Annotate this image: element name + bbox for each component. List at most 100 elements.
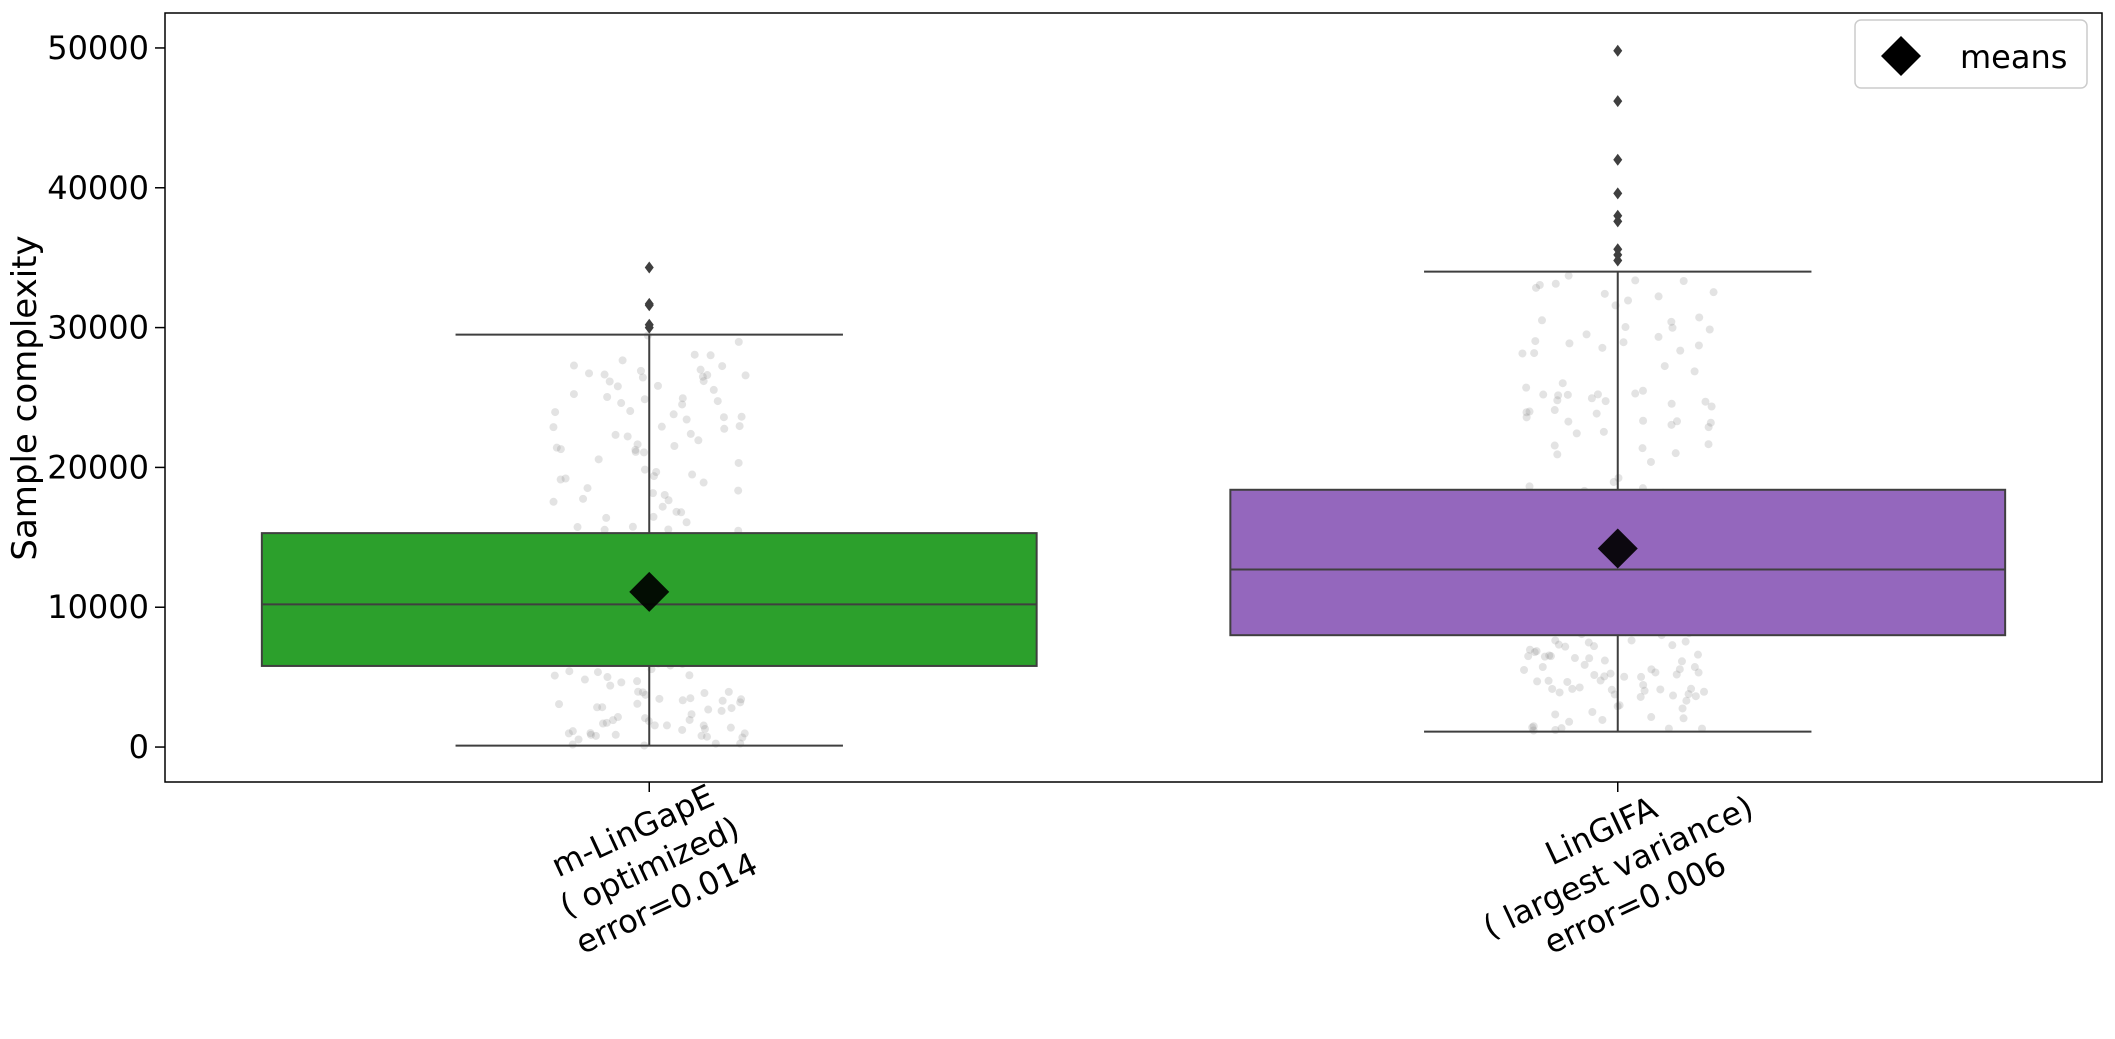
sample-point — [694, 436, 703, 445]
sample-point — [1553, 450, 1562, 459]
y-tick-label: 50000 — [47, 29, 149, 67]
sample-point — [1522, 383, 1531, 392]
sample-point — [1656, 685, 1665, 694]
sample-point — [1592, 409, 1601, 418]
sample-point — [696, 365, 705, 374]
sample-point — [1531, 337, 1540, 346]
sample-point — [602, 718, 611, 727]
sample-point — [617, 678, 626, 687]
sample-point — [1638, 444, 1647, 453]
legend: means — [1854, 19, 2088, 89]
sample-point — [1551, 710, 1560, 719]
sample-point — [1553, 396, 1562, 405]
sample-point — [737, 695, 746, 704]
sample-point — [1678, 704, 1687, 713]
sample-point — [1564, 271, 1573, 280]
sample-point — [573, 523, 582, 532]
sample-point — [585, 369, 594, 378]
sample-point — [660, 490, 669, 499]
sample-point — [726, 723, 735, 732]
sample-point — [1640, 686, 1649, 695]
sample-point — [717, 706, 726, 715]
sample-point — [605, 377, 614, 386]
sample-point — [1572, 429, 1581, 438]
sample-point — [633, 440, 642, 449]
sample-point — [1676, 346, 1685, 355]
y-axis-label: Sample complexity — [5, 235, 45, 560]
sample-point — [1694, 341, 1703, 350]
outlier-marker — [1613, 44, 1623, 57]
sample-point — [678, 394, 687, 403]
sample-point — [697, 731, 706, 740]
sample-point — [549, 423, 558, 432]
sample-point — [650, 721, 659, 730]
sample-point — [1669, 691, 1678, 700]
sample-point — [1607, 685, 1616, 694]
x-tick-label-group: m-LinGapE( optimized)error=0.014 — [546, 777, 764, 962]
sample-point — [1671, 449, 1680, 458]
sample-point — [583, 484, 592, 493]
sample-point — [603, 393, 612, 402]
sample-point — [1636, 692, 1645, 701]
sample-point — [1584, 638, 1593, 647]
sample-point — [1530, 648, 1539, 657]
sample-point — [1631, 276, 1640, 285]
axes-layer: 0 10000 20000 30000 40000 50000 m-LinGapE( opt… — [47, 12, 2103, 962]
sample-point — [1575, 683, 1584, 692]
sample-point — [1599, 427, 1608, 436]
sample-point — [1667, 399, 1676, 408]
sample-point — [1557, 724, 1566, 733]
sample-point — [740, 729, 749, 738]
sample-point — [1580, 660, 1589, 669]
sample-point — [677, 508, 686, 517]
sample-point — [1681, 637, 1690, 646]
sample-point — [1565, 717, 1574, 726]
sample-point — [626, 407, 635, 416]
sample-point — [1600, 656, 1609, 665]
sample-point — [699, 721, 708, 730]
sample-point — [1524, 652, 1533, 661]
sample-point — [556, 475, 565, 484]
sample-point — [704, 705, 713, 714]
sample-point — [700, 689, 709, 698]
sample-point — [1540, 652, 1549, 661]
sample-point — [561, 474, 570, 483]
sample-point — [678, 400, 687, 409]
outlier-marker — [1613, 95, 1623, 108]
sample-point — [1620, 672, 1629, 681]
sample-point — [1687, 684, 1696, 693]
sample-point — [1554, 391, 1563, 400]
sample-point — [636, 366, 645, 375]
sample-point — [1638, 386, 1647, 395]
outlier-marker — [644, 261, 654, 274]
sample-point — [568, 727, 577, 736]
sample-point — [1609, 478, 1618, 487]
outlier-marker — [644, 318, 654, 331]
sample-point — [658, 502, 667, 511]
sample-point — [565, 667, 574, 676]
sample-point — [1585, 654, 1594, 663]
sample-point — [672, 507, 681, 516]
sample-point — [556, 445, 565, 454]
sample-point — [640, 465, 649, 474]
sample-point — [1660, 362, 1669, 371]
sample-point — [1600, 672, 1609, 681]
outlier-marker — [1613, 209, 1623, 222]
sample-point — [1707, 402, 1716, 411]
sample-point — [678, 725, 687, 734]
sample-point — [652, 467, 661, 476]
sample-point — [1532, 647, 1541, 656]
sample-point — [1606, 669, 1615, 678]
sample-point — [613, 382, 622, 391]
sample-point — [1525, 645, 1534, 654]
sample-point — [1672, 670, 1681, 679]
sample-point — [1679, 714, 1688, 723]
sample-point — [633, 699, 642, 708]
sample-point — [1582, 330, 1591, 339]
sample-point — [1673, 417, 1682, 426]
sample-point — [1532, 283, 1541, 292]
sample-point — [600, 525, 609, 534]
sample-point — [1709, 288, 1718, 297]
sample-point — [737, 412, 746, 421]
